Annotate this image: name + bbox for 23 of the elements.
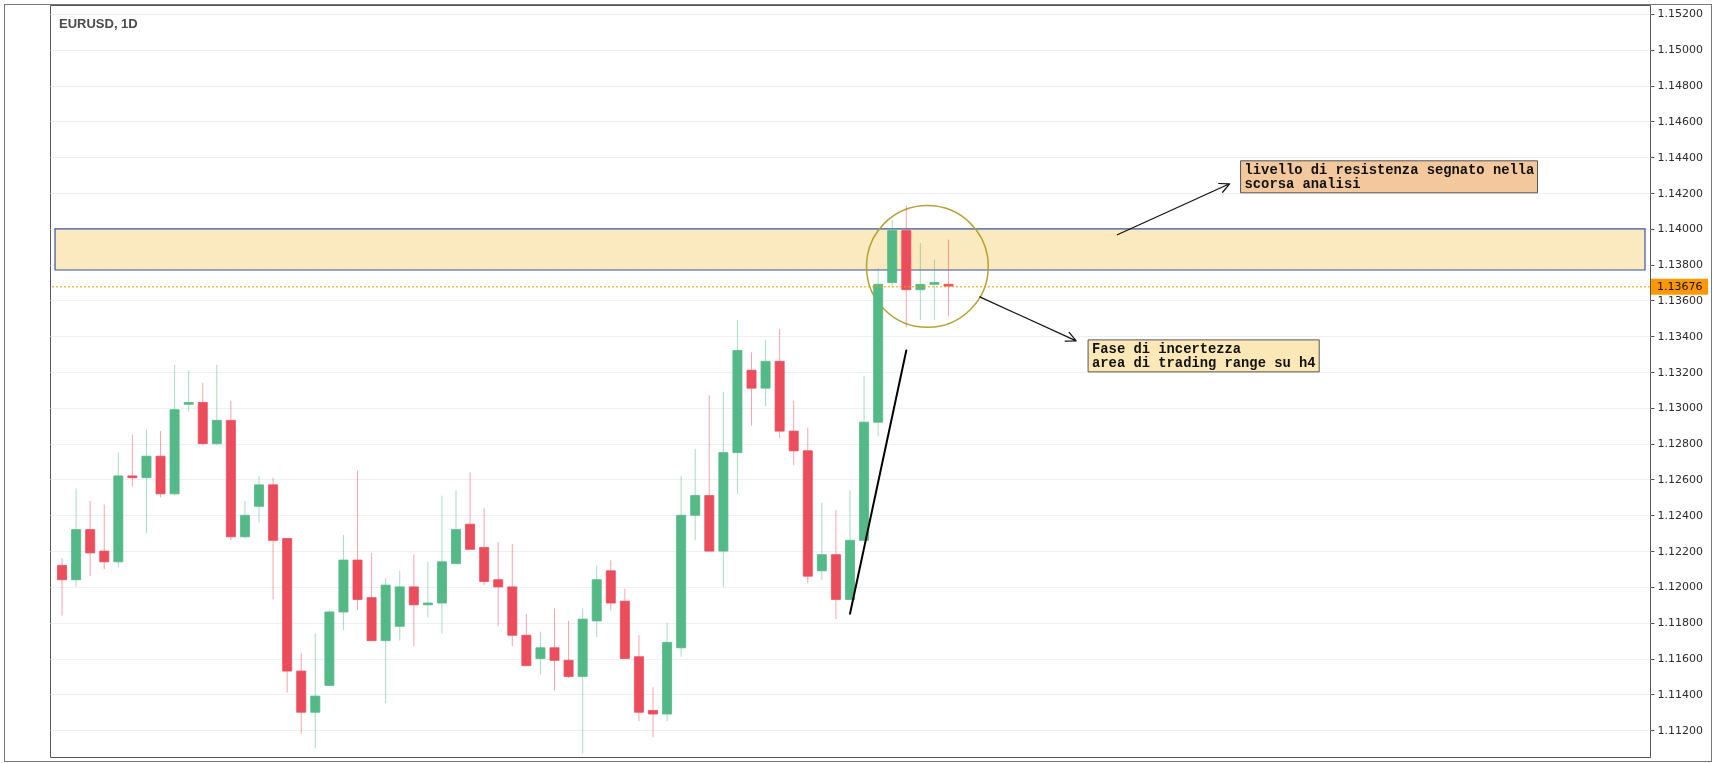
y-tick-label: 1.15000 bbox=[1657, 43, 1703, 57]
ref-line-label: 1.13676 bbox=[1657, 279, 1703, 293]
y-tick-label: 1.15200 bbox=[1657, 7, 1703, 21]
y-tick-label: 1.13200 bbox=[1657, 365, 1703, 379]
y-tick-label: 1.11600 bbox=[1657, 652, 1703, 666]
y-tick-label: 1.14200 bbox=[1657, 186, 1703, 200]
y-tick-label: 1.12000 bbox=[1657, 580, 1703, 594]
y-tick-label: 1.12200 bbox=[1657, 544, 1703, 558]
y-tick-label: 1.13400 bbox=[1657, 329, 1703, 343]
y-tick-label: 1.11200 bbox=[1657, 723, 1703, 737]
y-tick-label: 1.11800 bbox=[1657, 616, 1703, 630]
text: EURUSD, 1D bbox=[59, 16, 138, 31]
y-tick-label: 1.12800 bbox=[1657, 437, 1703, 451]
y-tick-label: 1.13800 bbox=[1657, 258, 1703, 272]
y-tick-label: 1.13000 bbox=[1657, 401, 1703, 415]
y-tick-label: 1.14000 bbox=[1657, 222, 1703, 236]
y-tick-label: 1.13600 bbox=[1657, 293, 1703, 307]
y-tick-label: 1.12400 bbox=[1657, 508, 1703, 522]
y-tick-label: 1.14800 bbox=[1657, 79, 1703, 93]
y-tick-label: 1.11400 bbox=[1657, 687, 1703, 701]
y-tick-label: 1.12600 bbox=[1657, 472, 1703, 486]
y-tick-label: 1.14400 bbox=[1657, 150, 1703, 164]
y-tick-label: 1.14600 bbox=[1657, 114, 1703, 128]
